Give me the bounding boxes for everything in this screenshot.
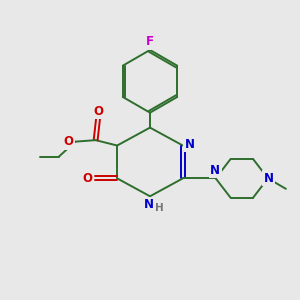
Text: O: O — [64, 135, 74, 148]
Text: N: N — [210, 164, 220, 176]
Text: H: H — [155, 202, 164, 213]
Text: N: N — [184, 137, 194, 151]
Text: N: N — [143, 198, 154, 211]
Text: O: O — [93, 105, 103, 118]
Text: F: F — [146, 35, 154, 48]
Text: N: N — [263, 172, 274, 185]
Text: O: O — [82, 172, 92, 185]
